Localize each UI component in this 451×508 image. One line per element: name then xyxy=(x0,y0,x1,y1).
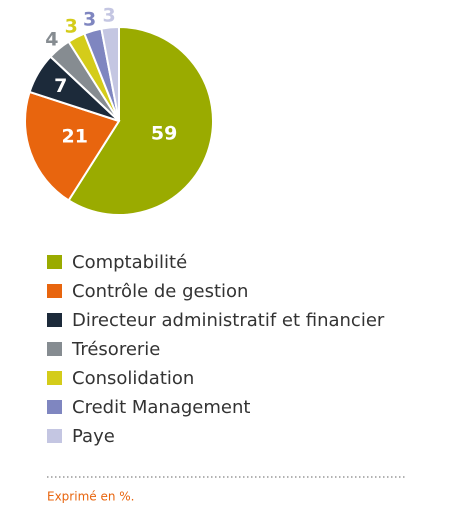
slice-label: 7 xyxy=(54,75,67,97)
legend-swatch xyxy=(47,313,62,327)
pie-slice xyxy=(100,25,120,122)
legend-label: Consolidation xyxy=(72,368,194,389)
slice-label: 4 xyxy=(45,28,58,50)
legend-label: Directeur administratif et financier xyxy=(72,310,385,331)
slice-label: 3 xyxy=(83,8,96,30)
legend-label: Comptabilité xyxy=(72,252,187,273)
legend-label: Credit Management xyxy=(72,397,250,418)
slice-label: 59 xyxy=(151,123,177,145)
legend-label: Contrôle de gestion xyxy=(72,281,248,302)
pie-slice xyxy=(24,90,121,202)
slice-label: 21 xyxy=(62,125,88,147)
legend-swatch xyxy=(47,255,62,269)
legend-label: Trésorerie xyxy=(71,339,160,360)
legend-swatch xyxy=(47,400,62,414)
note: Exprimé en %. xyxy=(47,490,134,504)
slice-label: 3 xyxy=(102,5,115,27)
legend-swatch xyxy=(47,429,62,443)
legend-swatch xyxy=(47,371,62,385)
legend-label: Paye xyxy=(72,426,115,447)
slice-label: 3 xyxy=(65,16,78,38)
legend-swatch xyxy=(47,342,62,356)
legend-swatch xyxy=(47,284,62,298)
pie-slice xyxy=(67,25,214,216)
